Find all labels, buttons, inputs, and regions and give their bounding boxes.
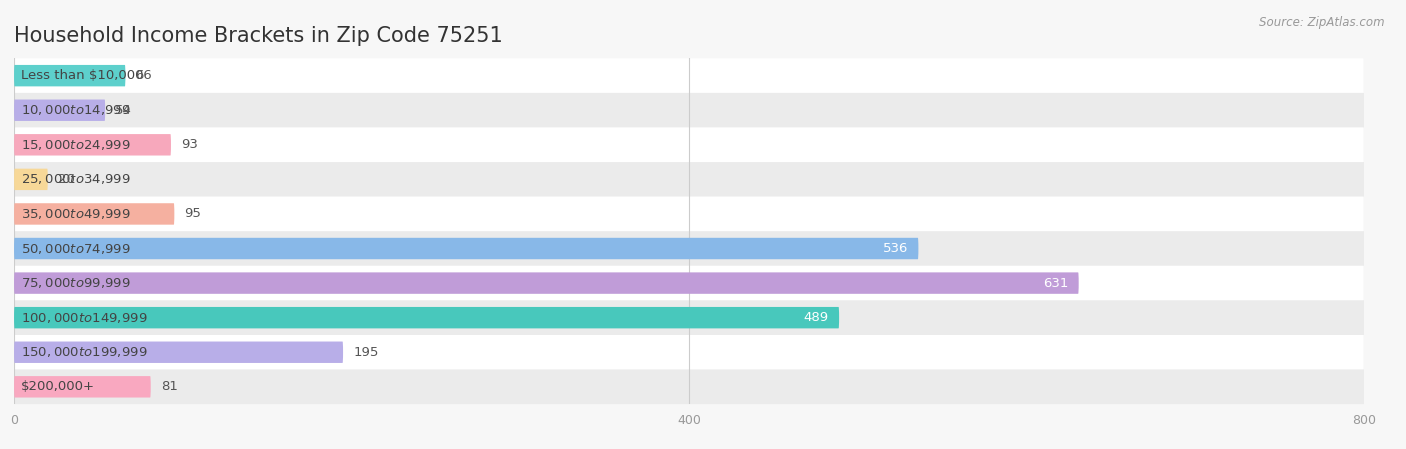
FancyBboxPatch shape	[14, 376, 150, 397]
FancyBboxPatch shape	[14, 162, 1364, 197]
FancyBboxPatch shape	[14, 58, 1364, 93]
Text: $50,000 to $74,999: $50,000 to $74,999	[21, 242, 131, 255]
FancyBboxPatch shape	[14, 203, 174, 224]
FancyBboxPatch shape	[14, 238, 918, 259]
FancyBboxPatch shape	[14, 342, 343, 363]
Text: 95: 95	[184, 207, 201, 220]
FancyBboxPatch shape	[14, 100, 105, 121]
Text: $35,000 to $49,999: $35,000 to $49,999	[21, 207, 131, 221]
Text: Household Income Brackets in Zip Code 75251: Household Income Brackets in Zip Code 75…	[14, 26, 503, 46]
Text: $150,000 to $199,999: $150,000 to $199,999	[21, 345, 148, 359]
Text: 66: 66	[135, 69, 152, 82]
Text: $100,000 to $149,999: $100,000 to $149,999	[21, 311, 148, 325]
FancyBboxPatch shape	[14, 197, 1364, 231]
FancyBboxPatch shape	[14, 266, 1364, 300]
FancyBboxPatch shape	[14, 335, 1364, 370]
FancyBboxPatch shape	[14, 93, 1364, 128]
Text: $10,000 to $14,999: $10,000 to $14,999	[21, 103, 131, 117]
FancyBboxPatch shape	[14, 65, 125, 86]
Text: $75,000 to $99,999: $75,000 to $99,999	[21, 276, 131, 290]
Text: 54: 54	[115, 104, 132, 117]
Text: Source: ZipAtlas.com: Source: ZipAtlas.com	[1260, 16, 1385, 29]
FancyBboxPatch shape	[14, 300, 1364, 335]
Text: 536: 536	[883, 242, 908, 255]
Text: 489: 489	[804, 311, 830, 324]
Text: $25,000 to $34,999: $25,000 to $34,999	[21, 172, 131, 186]
FancyBboxPatch shape	[14, 273, 1078, 294]
Text: Less than $10,000: Less than $10,000	[21, 69, 143, 82]
Text: 195: 195	[353, 346, 378, 359]
FancyBboxPatch shape	[14, 134, 172, 155]
Text: $200,000+: $200,000+	[21, 380, 94, 393]
FancyBboxPatch shape	[14, 307, 839, 328]
Text: 20: 20	[58, 173, 75, 186]
Text: 81: 81	[160, 380, 177, 393]
FancyBboxPatch shape	[14, 231, 1364, 266]
Text: 631: 631	[1043, 277, 1069, 290]
FancyBboxPatch shape	[14, 128, 1364, 162]
FancyBboxPatch shape	[14, 169, 48, 190]
Text: 93: 93	[181, 138, 198, 151]
FancyBboxPatch shape	[14, 370, 1364, 404]
Text: $15,000 to $24,999: $15,000 to $24,999	[21, 138, 131, 152]
